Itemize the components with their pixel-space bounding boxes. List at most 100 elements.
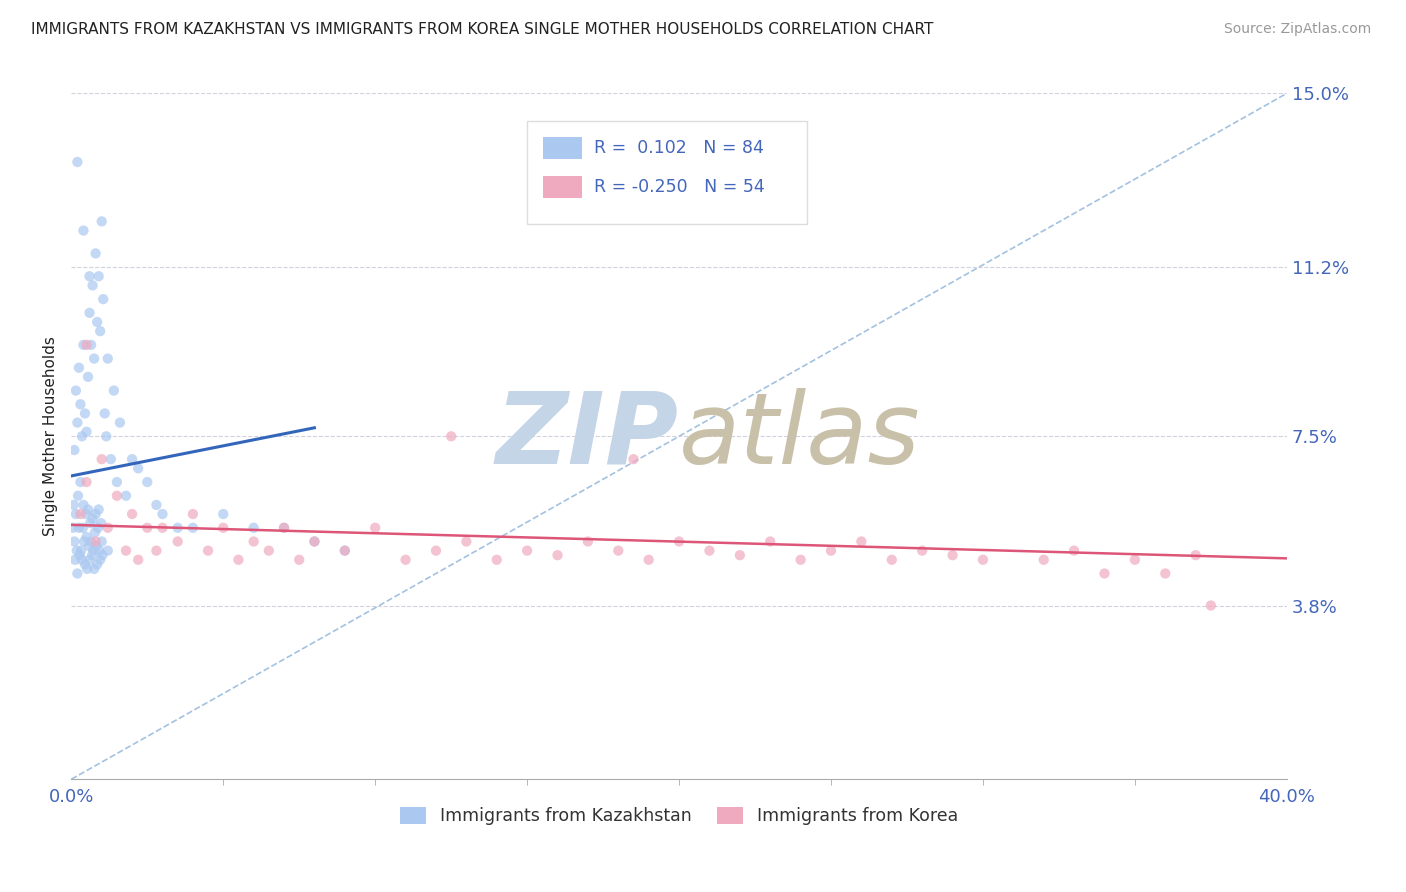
Point bbox=[69, 397, 91, 411]
Point bbox=[87, 269, 110, 284]
Y-axis label: Single Mother Households: Single Mother Households bbox=[44, 336, 58, 536]
Point bbox=[108, 416, 131, 430]
Point bbox=[67, 360, 90, 375]
Point bbox=[440, 429, 463, 443]
Point bbox=[76, 425, 98, 439]
Point bbox=[87, 502, 110, 516]
Point bbox=[127, 461, 149, 475]
Point bbox=[127, 553, 149, 567]
Point bbox=[63, 534, 86, 549]
Point bbox=[73, 558, 96, 572]
Point bbox=[699, 543, 721, 558]
Point bbox=[72, 498, 94, 512]
Point bbox=[136, 521, 159, 535]
Point bbox=[91, 292, 114, 306]
FancyBboxPatch shape bbox=[543, 136, 582, 159]
Point bbox=[84, 539, 107, 553]
Point bbox=[115, 543, 138, 558]
Point bbox=[166, 534, 188, 549]
Point bbox=[79, 269, 101, 284]
Point bbox=[72, 521, 94, 535]
Point bbox=[1184, 548, 1206, 562]
Point bbox=[72, 223, 94, 237]
Point bbox=[69, 507, 91, 521]
Point bbox=[76, 530, 98, 544]
Point bbox=[70, 543, 93, 558]
Point bbox=[84, 246, 107, 260]
Point bbox=[79, 553, 101, 567]
Point bbox=[77, 539, 100, 553]
Point bbox=[63, 553, 86, 567]
Point bbox=[67, 521, 90, 535]
FancyBboxPatch shape bbox=[527, 120, 807, 224]
Point bbox=[576, 534, 599, 549]
Point bbox=[456, 534, 478, 549]
Point bbox=[880, 553, 903, 567]
Point bbox=[82, 511, 104, 525]
Point bbox=[1063, 543, 1085, 558]
Point bbox=[76, 338, 98, 352]
Point bbox=[1032, 553, 1054, 567]
Point bbox=[212, 507, 235, 521]
Legend: Immigrants from Kazakhstan, Immigrants from Korea: Immigrants from Kazakhstan, Immigrants f… bbox=[392, 799, 966, 832]
Point bbox=[79, 306, 101, 320]
Point bbox=[607, 543, 630, 558]
Point bbox=[181, 507, 204, 521]
Point bbox=[97, 521, 120, 535]
Point bbox=[623, 452, 645, 467]
Point bbox=[972, 553, 994, 567]
Point bbox=[637, 553, 659, 567]
Point bbox=[1199, 599, 1222, 613]
Point bbox=[145, 543, 167, 558]
Point bbox=[70, 553, 93, 567]
Point bbox=[63, 443, 86, 458]
Point bbox=[105, 489, 128, 503]
Point bbox=[1154, 566, 1177, 581]
Point bbox=[121, 507, 143, 521]
Point bbox=[77, 369, 100, 384]
Point bbox=[851, 534, 873, 549]
Point bbox=[304, 534, 326, 549]
Point bbox=[73, 534, 96, 549]
Point bbox=[77, 502, 100, 516]
Point bbox=[89, 553, 111, 567]
Point bbox=[516, 543, 538, 558]
Point bbox=[100, 452, 122, 467]
Point bbox=[97, 351, 120, 366]
Point bbox=[62, 521, 84, 535]
Point bbox=[89, 543, 111, 558]
Point bbox=[66, 416, 89, 430]
Point bbox=[394, 553, 416, 567]
Point bbox=[547, 548, 569, 562]
Point bbox=[76, 475, 98, 489]
Point bbox=[273, 521, 295, 535]
Point bbox=[70, 429, 93, 443]
Point bbox=[83, 351, 105, 366]
Point bbox=[152, 521, 174, 535]
Point bbox=[333, 543, 356, 558]
Point bbox=[90, 452, 112, 467]
Point bbox=[75, 507, 97, 521]
Text: Source: ZipAtlas.com: Source: ZipAtlas.com bbox=[1223, 22, 1371, 37]
Point bbox=[84, 507, 107, 521]
Point bbox=[333, 543, 356, 558]
Point bbox=[425, 543, 447, 558]
Point bbox=[65, 384, 87, 398]
Point bbox=[789, 553, 811, 567]
Point bbox=[90, 214, 112, 228]
Point bbox=[72, 338, 94, 352]
Point bbox=[668, 534, 690, 549]
Point bbox=[242, 521, 264, 535]
Point bbox=[86, 315, 108, 329]
Point bbox=[84, 534, 107, 549]
Point bbox=[90, 516, 112, 531]
Point bbox=[257, 543, 280, 558]
Point bbox=[66, 566, 89, 581]
Point bbox=[82, 543, 104, 558]
Point bbox=[73, 407, 96, 421]
Point bbox=[759, 534, 782, 549]
Point bbox=[115, 489, 138, 503]
Point bbox=[76, 562, 98, 576]
Point bbox=[91, 548, 114, 562]
Point bbox=[242, 534, 264, 549]
